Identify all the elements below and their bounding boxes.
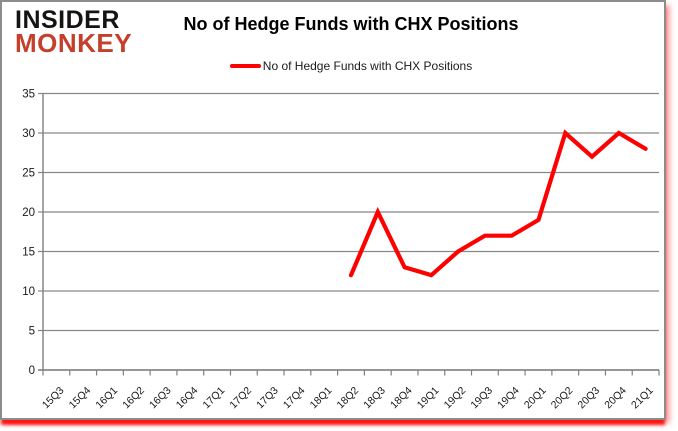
x-tick-label: 19Q4 [495, 385, 522, 412]
x-tick-label: 17Q1 [201, 385, 228, 412]
svg-text:5: 5 [29, 326, 35, 338]
x-tick-label: 17Q2 [227, 385, 254, 412]
x-axis-ticks [42, 370, 660, 376]
x-tick-label: 16Q1 [93, 385, 120, 412]
x-tick-label: 15Q4 [67, 385, 94, 412]
legend: No of Hedge Funds with CHX Positions [43, 59, 659, 73]
svg-text:0: 0 [29, 365, 35, 377]
x-tick-label: 20Q3 [576, 385, 603, 412]
svg-text:10: 10 [22, 286, 35, 298]
x-tick-label: 19Q1 [415, 385, 442, 412]
x-tick-label: 16Q4 [174, 385, 201, 412]
x-tick-label: 18Q3 [361, 385, 388, 412]
y-axis-labels: 0 5 10 15 20 25 30 35 [22, 89, 35, 378]
x-tick-label: 16Q2 [120, 385, 147, 412]
page-title: No of Hedge Funds with CHX Positions [183, 14, 519, 34]
chart-card: INSIDER MONKEY No of Hedge Funds with CH… [0, 0, 666, 420]
x-tick-label: 15Q3 [40, 385, 67, 412]
x-tick-label: 19Q3 [468, 385, 495, 412]
logo-word-monkey: MONKEY [15, 27, 133, 58]
logo-word-insider: INSIDER [15, 6, 120, 34]
x-tick-label: 18Q4 [388, 385, 415, 412]
legend-line-swatch-icon [229, 63, 261, 69]
axes [38, 93, 659, 371]
svg-text:35: 35 [22, 89, 35, 101]
x-tick-label: 21Q1 [629, 385, 656, 412]
x-tick-label: 20Q2 [549, 385, 576, 412]
x-tick-label: 19Q2 [442, 385, 469, 412]
x-axis-labels: 15Q3 15Q4 16Q1 16Q2 16Q3 16Q4 17Q1 17Q2 17Q3 17Q4… [40, 385, 656, 412]
insider-monkey-logo: INSIDER MONKEY [15, 6, 133, 58]
x-tick-label: 20Q1 [522, 385, 549, 412]
svg-text:30: 30 [22, 128, 35, 140]
x-tick-label: 17Q4 [281, 385, 308, 412]
series-line [348, 129, 648, 278]
x-tick-label: 16Q3 [147, 385, 174, 412]
svg-text:25: 25 [22, 168, 35, 180]
x-tick-label: 18Q1 [308, 385, 335, 412]
x-tick-label: 17Q3 [254, 385, 281, 412]
svg-text:15: 15 [22, 247, 35, 259]
x-tick-label: 18Q2 [334, 385, 361, 412]
legend-label: No of Hedge Funds with CHX Positions [262, 59, 473, 73]
x-tick-label: 20Q4 [602, 385, 629, 412]
svg-text:20: 20 [22, 207, 35, 219]
